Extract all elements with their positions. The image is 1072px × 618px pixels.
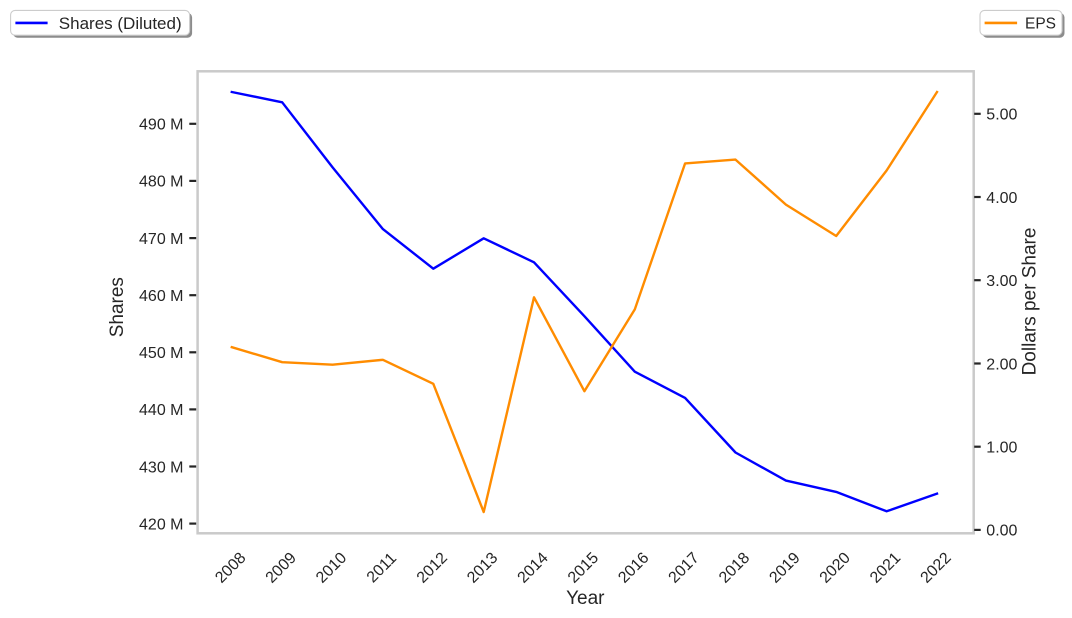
svg-text:450 M: 450 M <box>139 345 183 362</box>
svg-text:490 M: 490 M <box>139 117 183 134</box>
svg-text:Year: Year <box>566 588 605 609</box>
svg-text:Dollars per Share: Dollars per Share <box>1019 228 1040 376</box>
svg-text:0.00: 0.00 <box>986 523 1017 540</box>
svg-text:420 M: 420 M <box>139 516 183 533</box>
svg-text:480 M: 480 M <box>139 174 183 191</box>
svg-text:Shares: Shares <box>107 277 128 337</box>
svg-text:Shares (Diluted): Shares (Diluted) <box>59 14 182 33</box>
svg-text:EPS: EPS <box>1025 15 1056 32</box>
svg-text:470 M: 470 M <box>139 231 183 248</box>
svg-text:1.00: 1.00 <box>986 439 1017 456</box>
svg-text:2.00: 2.00 <box>986 356 1017 373</box>
svg-text:4.00: 4.00 <box>986 190 1017 207</box>
svg-text:440 M: 440 M <box>139 402 183 419</box>
svg-text:3.00: 3.00 <box>986 273 1017 290</box>
svg-text:5.00: 5.00 <box>986 107 1017 124</box>
svg-text:460 M: 460 M <box>139 288 183 305</box>
svg-text:430 M: 430 M <box>139 459 183 476</box>
